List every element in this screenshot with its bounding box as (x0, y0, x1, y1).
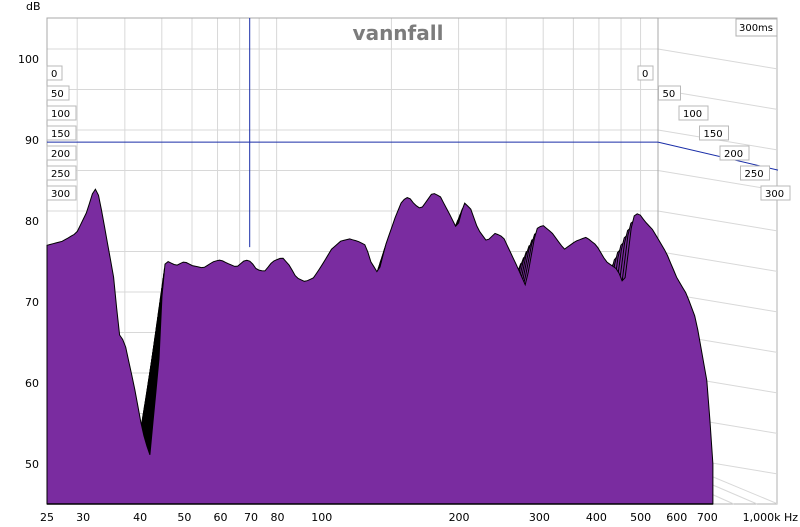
y-tick-label: 100 (18, 53, 39, 66)
time-label-left: 250 (46, 165, 77, 181)
y-tick-label: 50 (25, 458, 39, 471)
waterfall-slices (46, 188, 714, 505)
x-tick-label: 25 (40, 511, 54, 524)
time-label-left: 0 (46, 65, 63, 81)
x-tick-label: 300 (529, 511, 550, 524)
x-tick-label: 60 (213, 511, 227, 524)
x-tick-label: 100 (311, 511, 332, 524)
time-label-right: 0 (637, 65, 654, 81)
time-label-right: 300 (760, 185, 791, 201)
y-tick-label: 90 (25, 134, 39, 147)
y-tick-label: 70 (25, 296, 39, 309)
svg-text:0: 0 (51, 69, 57, 80)
x-tick-label: 600 (666, 511, 687, 524)
x-tick-label: 80 (270, 511, 284, 524)
svg-text:250: 250 (745, 169, 764, 180)
svg-text:0: 0 (642, 69, 648, 80)
svg-text:50: 50 (51, 89, 64, 100)
x-tick-label: 30 (76, 511, 90, 524)
y-tick-label: 80 (25, 215, 39, 228)
time-label-left: 200 (46, 145, 77, 161)
x-tick-label: 700 (697, 511, 718, 524)
y-tick-label: 60 (25, 377, 39, 390)
svg-text:300: 300 (765, 189, 784, 200)
x-tick-label: 70 (244, 511, 258, 524)
svg-text:150: 150 (51, 129, 70, 140)
y-axis-ticks: 50 60 70 80 90 100 (18, 53, 39, 471)
x-tick-label: 500 (630, 511, 651, 524)
x-tick-label: 50 (177, 511, 191, 524)
time-label-right: 200 (719, 145, 750, 161)
svg-text:100: 100 (683, 109, 702, 120)
x-tick-label: 1,000k Hz (743, 511, 799, 524)
svg-text:150: 150 (704, 129, 723, 140)
cursor-lines (47, 18, 779, 248)
time-label-right: 100 (678, 105, 709, 121)
time-label-left: 150 (46, 125, 77, 141)
time-label-left: 100 (46, 105, 77, 121)
time-label-right: 50 (658, 85, 681, 101)
x-tick-label: 40 (133, 511, 147, 524)
time-label-right: 150 (699, 125, 729, 141)
svg-text:200: 200 (724, 149, 743, 160)
x-tick-label: 400 (586, 511, 607, 524)
chart-title: vannfall (353, 21, 444, 45)
x-axis-ticks: 25 30 40 50 60 70 80 100 200 300 400 500 600 700 1,000… (40, 511, 798, 524)
svg-text:250: 250 (51, 169, 70, 180)
time-max-box: 300ms (735, 18, 778, 37)
svg-text:50: 50 (663, 89, 676, 100)
svg-text:300ms: 300ms (739, 23, 773, 34)
time-label-left: 50 (46, 85, 70, 101)
svg-text:300: 300 (51, 189, 70, 200)
time-label-left: 300 (46, 185, 77, 201)
time-label-right: 250 (740, 165, 770, 181)
cursor-side (657, 141, 779, 171)
waterfall-slice (46, 188, 714, 505)
x-tick-label: 200 (449, 511, 470, 524)
svg-text:200: 200 (51, 149, 70, 160)
y-axis-label: dB (26, 0, 41, 13)
svg-text:100: 100 (51, 109, 70, 120)
